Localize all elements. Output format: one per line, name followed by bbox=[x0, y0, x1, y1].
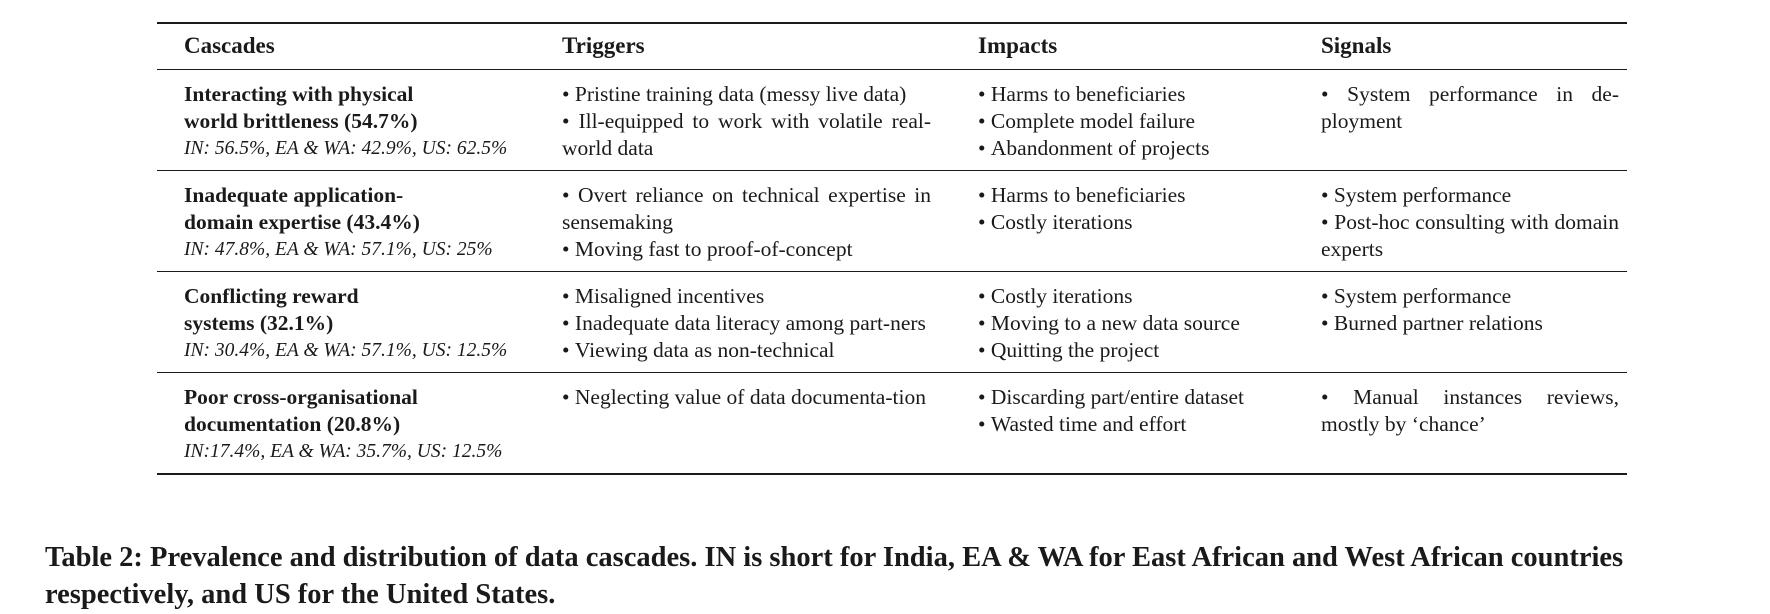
signal-item: System performance bbox=[1321, 182, 1619, 209]
cascade-cell: Poor cross-organisational documentation (… bbox=[157, 373, 535, 475]
trigger-item: Neglecting value of data documenta-tion bbox=[562, 384, 931, 411]
header-triggers: Triggers bbox=[562, 33, 645, 58]
signal-cell: System performanceBurned partner relatio… bbox=[1294, 272, 1627, 373]
trigger-item: Pristine training data (messy live data) bbox=[562, 81, 931, 108]
signal-cell: System performancePost-hoc consulting wi… bbox=[1294, 171, 1627, 272]
impact-item: Costly iterations bbox=[978, 209, 1274, 236]
cascade-distribution: IN: 47.8%, EA & WA: 57.1%, US: 25% bbox=[184, 239, 493, 260]
table-row: Inadequate application-domain expertise … bbox=[157, 171, 1627, 272]
impact-item: Harms to beneficiaries bbox=[978, 182, 1274, 209]
cascade-distribution: IN:17.4%, EA & WA: 35.7%, US: 12.5% bbox=[184, 441, 503, 462]
impact-item: Wasted time and effort bbox=[978, 411, 1274, 438]
header-cascades: Cascades bbox=[184, 33, 275, 58]
impact-item: Harms to beneficiaries bbox=[978, 81, 1274, 108]
table-row: Interacting with physical world brittlene… bbox=[157, 70, 1627, 171]
cascade-cell: Inadequate application-domain expertise … bbox=[157, 171, 535, 272]
cascade-name: Interacting with physical bbox=[184, 82, 414, 106]
cascade-name: Poor cross-organisational bbox=[184, 385, 418, 409]
impact-item: Quitting the project bbox=[978, 337, 1274, 364]
cascade-cell: Conflicting reward systems (32.1%) IN: 30.… bbox=[157, 272, 535, 373]
impact-item: Abandonment of projects bbox=[978, 135, 1274, 162]
impact-cell: Discarding part/entire datasetWasted tim… bbox=[951, 373, 1294, 475]
trigger-cell: Overt reliance on technical expertise in… bbox=[535, 171, 951, 272]
header-signals: Signals bbox=[1321, 33, 1392, 58]
cascade-name: Conflicting reward bbox=[184, 284, 359, 308]
table-header: Cascades Triggers Impacts Signals bbox=[157, 23, 1627, 70]
table-body: Interacting with physical world brittlene… bbox=[157, 70, 1627, 475]
trigger-item: Inadequate data literacy among part-ners bbox=[562, 310, 931, 337]
impact-item: Costly iterations bbox=[978, 283, 1274, 310]
impact-item: Discarding part/entire dataset bbox=[978, 384, 1274, 411]
trigger-cell: Pristine training data (messy live data)… bbox=[535, 70, 951, 171]
impact-cell: Harms to beneficiariesCostly iterations bbox=[951, 171, 1294, 272]
cascades-table-container: Cascades Triggers Impacts Signals Intera… bbox=[157, 22, 1627, 475]
signal-cell: Manual instances reviews, mostly by ‘cha… bbox=[1294, 373, 1627, 475]
trigger-cell: Neglecting value of data documenta-tion bbox=[535, 373, 951, 475]
header-row: Cascades Triggers Impacts Signals bbox=[157, 23, 1627, 70]
cascade-name: systems (32.1%) bbox=[184, 311, 334, 335]
signal-cell: System performance in de-ployment bbox=[1294, 70, 1627, 171]
cascade-name: world brittleness (54.7%) bbox=[184, 109, 418, 133]
cascade-name: Inadequate application- bbox=[184, 183, 404, 207]
impact-cell: Costly iterationsMoving to a new data so… bbox=[951, 272, 1294, 373]
signal-item: System performance bbox=[1321, 283, 1619, 310]
impact-item: Moving to a new data source bbox=[978, 310, 1274, 337]
signal-item: System performance in de-ployment bbox=[1321, 81, 1619, 135]
signal-item: Post-hoc consulting with domain experts bbox=[1321, 209, 1619, 263]
cascade-distribution: IN: 56.5%, EA & WA: 42.9%, US: 62.5% bbox=[184, 138, 508, 159]
cascade-distribution: IN: 30.4%, EA & WA: 57.1%, US: 12.5% bbox=[184, 340, 508, 361]
trigger-item: Moving fast to proof-of-concept bbox=[562, 236, 931, 263]
trigger-item: Misaligned incentives bbox=[562, 283, 931, 310]
trigger-cell: Misaligned incentivesInadequate data lit… bbox=[535, 272, 951, 373]
signal-item: Burned partner relations bbox=[1321, 310, 1619, 337]
table-row: Conflicting reward systems (32.1%) IN: 30.… bbox=[157, 272, 1627, 373]
cascades-table: Cascades Triggers Impacts Signals Intera… bbox=[157, 22, 1627, 475]
header-impacts: Impacts bbox=[978, 33, 1058, 58]
table-caption: Table 2: Prevalence and distribution of … bbox=[45, 542, 1624, 610]
trigger-item: Ill-equipped to work with volatile real-… bbox=[562, 108, 931, 162]
cascade-name: domain expertise (43.4%) bbox=[184, 210, 420, 234]
signal-item: Manual instances reviews, mostly by ‘cha… bbox=[1321, 384, 1619, 438]
cascade-name: documentation (20.8%) bbox=[184, 412, 401, 436]
table-row: Poor cross-organisational documentation (… bbox=[157, 373, 1627, 475]
trigger-item: Viewing data as non-technical bbox=[562, 337, 931, 364]
cascade-cell: Interacting with physical world brittlene… bbox=[157, 70, 535, 171]
impact-cell: Harms to beneficiariesComplete model fai… bbox=[951, 70, 1294, 171]
impact-item: Complete model failure bbox=[978, 108, 1274, 135]
trigger-item: Overt reliance on technical expertise in… bbox=[562, 182, 931, 236]
